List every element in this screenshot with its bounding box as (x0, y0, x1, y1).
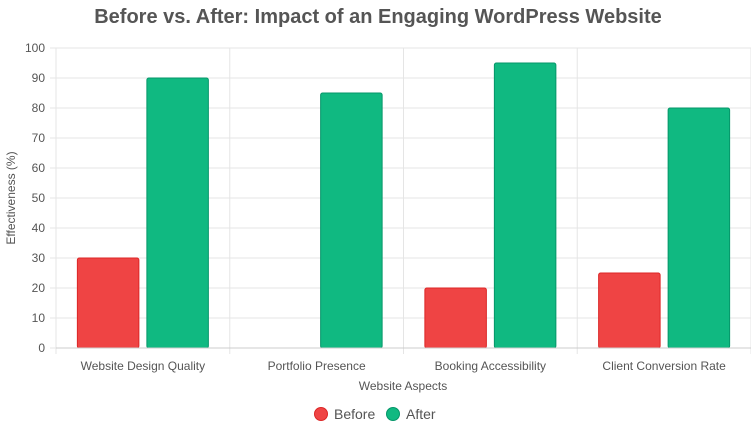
y-tick-label: 30 (32, 251, 46, 265)
legend-label-before[interactable]: Before (334, 406, 375, 422)
y-tick-label: 100 (25, 41, 45, 55)
bars (76, 62, 731, 349)
x-tick-label: Booking Accessibility (435, 359, 546, 373)
bar-after-1[interactable] (146, 77, 209, 349)
x-axis-label: Website Aspects (359, 379, 448, 393)
y-tick-label: 10 (32, 311, 46, 325)
chart-title: Before vs. After: Impact of an Engaging … (94, 6, 662, 28)
y-tick-label: 40 (32, 221, 46, 235)
y-tick-label: 70 (32, 131, 46, 145)
bar-after-2[interactable] (320, 92, 383, 349)
bar-before-1[interactable] (76, 257, 140, 349)
bar-before-4[interactable] (598, 272, 661, 349)
y-tick-label: 0 (38, 341, 45, 355)
y-tick-label: 50 (32, 191, 46, 205)
legend-swatch-before[interactable] (314, 407, 328, 421)
x-tick-label: Client Conversion Rate (602, 359, 726, 373)
x-tick-label: Website Design Quality (81, 359, 206, 373)
bar-after-4[interactable] (667, 107, 731, 349)
y-axis-label: Effectiveness (%) (4, 151, 18, 244)
y-tick-label: 60 (32, 161, 46, 175)
legend-swatch-after[interactable] (386, 407, 400, 421)
y-tick-label: 90 (32, 71, 46, 85)
legend[interactable]: Before After (314, 406, 436, 422)
legend-label-after[interactable]: After (406, 406, 436, 422)
y-tick-label: 20 (32, 281, 46, 295)
bar-after-3[interactable] (493, 62, 557, 349)
axes: 0 10 20 30 40 50 60 70 80 90 100 Website Design Qua… (25, 41, 751, 373)
y-tick-label: 80 (32, 101, 46, 115)
bar-before-3[interactable] (424, 287, 487, 349)
x-tick-label: Portfolio Presence (268, 359, 366, 373)
